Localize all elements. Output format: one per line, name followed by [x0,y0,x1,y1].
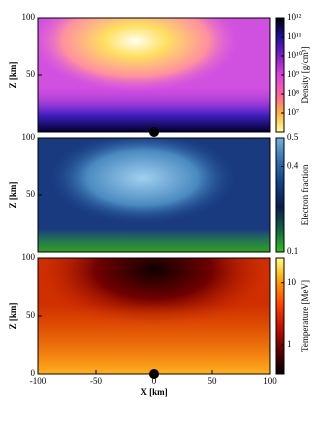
colorbar-label: Density [g/cm³] [300,47,310,104]
x-tick-label: -100 [30,376,47,386]
y-axis-label: Z [km] [8,303,18,330]
colorbar-label: Temperature [MeV] [300,280,310,352]
colorbar-tick-label: 10⁸ [287,88,299,98]
y-tick-label: 100 [22,12,36,22]
colorbar-tick-label: 10¹² [287,12,302,22]
colorbar-tick-label: 0.4 [287,161,299,171]
colorbar-tick-label: 10 [287,277,297,287]
x-axis-label: X [km] [140,387,167,397]
colorbar-tick-label: 0.1 [287,246,298,256]
x-tick-label: 50 [208,376,218,386]
colorbar-tick-label: 10⁹ [287,69,299,79]
colorbar-tick-label: 10¹¹ [287,31,302,41]
x-tick-label: 100 [263,376,277,386]
colorbar-tick-label: 10⁷ [287,107,299,117]
y-axis-label: Z [km] [8,62,18,89]
y-axis-label: Z [km] [8,182,18,209]
colorbar [275,137,285,253]
colorbar-tick-label: 0.5 [287,132,299,142]
colorbar-label: Electron fraction [300,164,310,225]
x-tick-label: 0 [152,376,157,386]
y-tick-label: 100 [22,252,36,262]
x-tick-label: -50 [90,376,102,386]
y-tick-label: 100 [22,132,36,142]
colorbar-tick-label: 10¹⁰ [287,50,303,60]
y-tick-label: 50 [26,69,36,79]
colorbar-tick-label: 1 [287,339,292,349]
y-tick-label: 50 [26,310,36,320]
y-tick-label: 0 [31,368,36,378]
panel-images [38,18,270,379]
y-tick-label: 50 [26,189,36,199]
colorbar [275,257,285,375]
